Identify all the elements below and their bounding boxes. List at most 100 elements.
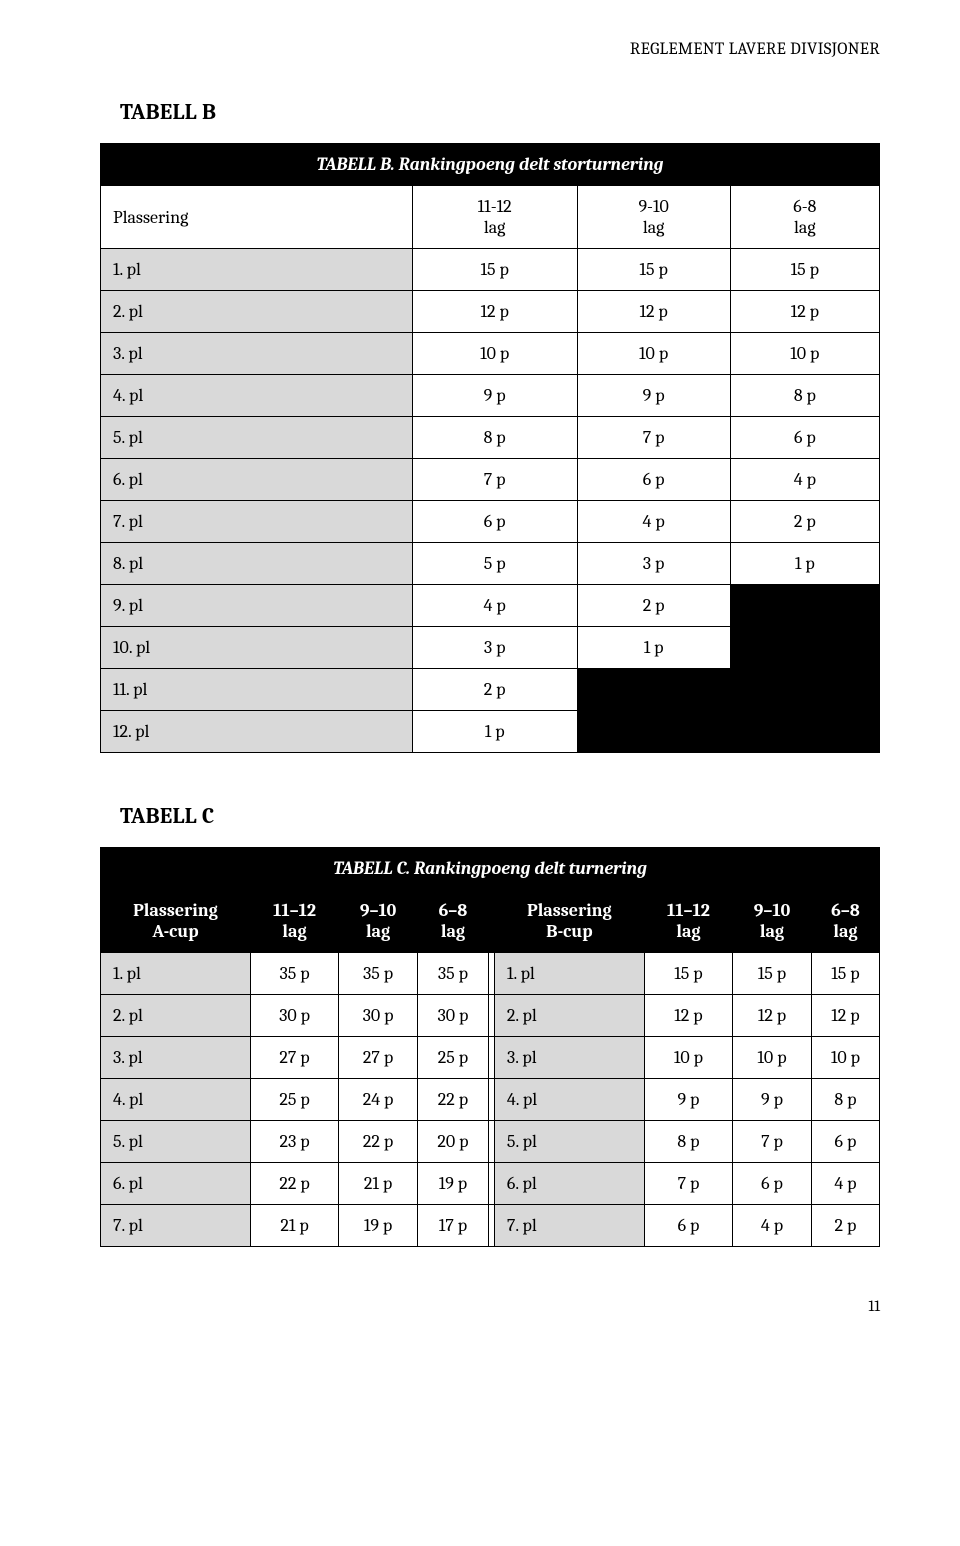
table-cell: 9 p: [733, 1079, 812, 1121]
table-row-label: 10. pl: [101, 627, 413, 669]
table-c-column-header: 6–8lag: [417, 890, 488, 953]
table-cell: 8 p: [730, 375, 879, 417]
table-cell: 25 p: [417, 1037, 488, 1079]
table-c-caption: TABELL C. Rankingpoeng delt turnering: [101, 848, 880, 890]
table-cell: 6 p: [577, 459, 730, 501]
table-b: TABELL B. Rankingpoeng delt storturnerin…: [100, 143, 880, 753]
table-cell: 25 p: [250, 1079, 338, 1121]
table-c-column-header: 6–8lag: [811, 890, 879, 953]
table-cell: 22 p: [417, 1079, 488, 1121]
table-cell: 12 p: [811, 995, 879, 1037]
table-row-label: 2. pl: [101, 995, 251, 1037]
table-c: TABELL C. Rankingpoeng delt turneringPla…: [100, 847, 880, 1247]
table-cell: 2 p: [577, 585, 730, 627]
table-b-column-header: 11-12lag: [412, 186, 577, 249]
table-row-label: 3. pl: [101, 333, 413, 375]
table-cell: 10 p: [644, 1037, 732, 1079]
table-cell: 15 p: [577, 249, 730, 291]
table-cell: 7 p: [733, 1121, 812, 1163]
table-cell: 19 p: [339, 1205, 418, 1247]
table-row-label: 3. pl: [494, 1037, 644, 1079]
table-cell: 12 p: [644, 995, 732, 1037]
table-cell: 15 p: [811, 953, 879, 995]
table-cell: 1 p: [412, 711, 577, 753]
table-row-label: 12. pl: [101, 711, 413, 753]
table-row-label: 8. pl: [101, 543, 413, 585]
table-cell: 35 p: [339, 953, 418, 995]
table-cell: 6 p: [730, 417, 879, 459]
table-row-label: 7. pl: [101, 501, 413, 543]
table-cell: [730, 627, 879, 669]
table-cell: 10 p: [811, 1037, 879, 1079]
table-cell: 6 p: [733, 1163, 812, 1205]
table-row-label: 5. pl: [101, 1121, 251, 1163]
table-cell: 15 p: [730, 249, 879, 291]
table-cell: 4 p: [730, 459, 879, 501]
table-row-label: 7. pl: [101, 1205, 251, 1247]
table-cell: [730, 711, 879, 753]
table-cell: 10 p: [412, 333, 577, 375]
table-row-label: 4. pl: [101, 1079, 251, 1121]
table-cell: 22 p: [339, 1121, 418, 1163]
table-cell: 15 p: [644, 953, 732, 995]
table-cell: 5 p: [412, 543, 577, 585]
page-header: REGLEMENT LAVERE DIVISJONER: [100, 40, 880, 59]
table-row-label: 11. pl: [101, 669, 413, 711]
table-row-label: 6. pl: [101, 1163, 251, 1205]
table-cell: 21 p: [250, 1205, 338, 1247]
table-c-column-header: 11–12lag: [644, 890, 732, 953]
table-cell: 22 p: [250, 1163, 338, 1205]
table-c-column-header: 9–10lag: [339, 890, 418, 953]
table-cell: 9 p: [577, 375, 730, 417]
table-cell: 35 p: [250, 953, 338, 995]
table-row-label: 3. pl: [101, 1037, 251, 1079]
table-row-label: 2. pl: [494, 995, 644, 1037]
table-cell: 7 p: [644, 1163, 732, 1205]
table-cell: 6 p: [811, 1121, 879, 1163]
table-cell: 21 p: [339, 1163, 418, 1205]
table-row-label: 9. pl: [101, 585, 413, 627]
table-b-column-header: 9-10lag: [577, 186, 730, 249]
table-row-label: 2. pl: [101, 291, 413, 333]
page-number: 11: [100, 1297, 880, 1315]
table-cell: 24 p: [339, 1079, 418, 1121]
table-cell: 30 p: [417, 995, 488, 1037]
table-cell: 8 p: [644, 1121, 732, 1163]
table-cell: 2 p: [412, 669, 577, 711]
table-cell: 12 p: [577, 291, 730, 333]
table-cell: 15 p: [733, 953, 812, 995]
table-cell: 10 p: [733, 1037, 812, 1079]
table-cell: 4 p: [577, 501, 730, 543]
table-cell: 12 p: [733, 995, 812, 1037]
table-cell: 30 p: [250, 995, 338, 1037]
table-cell: [577, 711, 730, 753]
table-c-column-header: PlasseringA-cup: [101, 890, 251, 953]
table-cell: 4 p: [811, 1163, 879, 1205]
table-cell: 10 p: [577, 333, 730, 375]
table-row-label: 1. pl: [101, 953, 251, 995]
table-cell: 27 p: [339, 1037, 418, 1079]
table-row-label: 4. pl: [494, 1079, 644, 1121]
table-cell: 9 p: [644, 1079, 732, 1121]
table-cell: [730, 585, 879, 627]
table-cell: 30 p: [339, 995, 418, 1037]
table-cell: 17 p: [417, 1205, 488, 1247]
table-cell: 27 p: [250, 1037, 338, 1079]
table-cell: 23 p: [250, 1121, 338, 1163]
table-cell: 2 p: [730, 501, 879, 543]
table-cell: 12 p: [412, 291, 577, 333]
table-cell: 4 p: [412, 585, 577, 627]
table-cell: 1 p: [577, 627, 730, 669]
table-cell: [730, 669, 879, 711]
table-cell: 12 p: [730, 291, 879, 333]
table-cell: 9 p: [412, 375, 577, 417]
table-c-title: TABELL C: [120, 803, 880, 829]
table-row-label: 1. pl: [494, 953, 644, 995]
table-cell: 20 p: [417, 1121, 488, 1163]
table-b-caption: TABELL B. Rankingpoeng delt storturnerin…: [101, 144, 880, 186]
table-cell: 10 p: [730, 333, 879, 375]
table-cell: 6 p: [412, 501, 577, 543]
table-c-column-header: 11–12lag: [250, 890, 338, 953]
table-c-column-header: PlasseringB-cup: [494, 890, 644, 953]
table-row-label: 6. pl: [101, 459, 413, 501]
